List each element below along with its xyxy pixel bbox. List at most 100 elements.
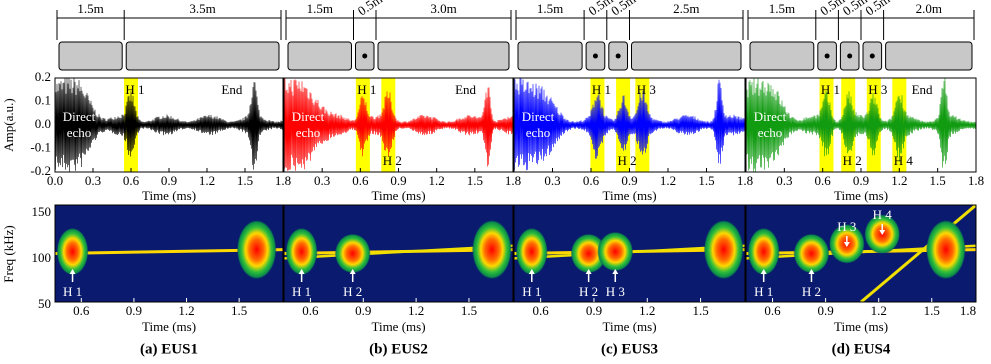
hole [847, 53, 853, 59]
y-tick-label: 0.2 [35, 69, 51, 84]
pipe-segment [377, 41, 510, 71]
spectro-label: H 4 [873, 207, 893, 222]
hole [592, 53, 598, 59]
arrow-head [69, 269, 76, 274]
wave-label: Direct [754, 109, 787, 124]
x-tick-label: 0.3 [544, 173, 560, 188]
pipe-segment [749, 41, 815, 71]
spectrogram [284, 205, 513, 302]
spectro-blob [471, 219, 512, 280]
segment-label: 1.5m [769, 1, 795, 16]
wave-label: echo [758, 125, 783, 140]
x-tick-label: 0.3 [85, 173, 101, 188]
y-axis-label: Freq (kHz) [1, 225, 16, 282]
spectro-label: H 1 [522, 284, 541, 299]
wave-label: Direct [292, 109, 325, 124]
wave-label: H 3 [868, 82, 887, 97]
y-tick-label: -0.1 [30, 139, 51, 154]
arrow-head [528, 269, 535, 274]
pipe-segment [125, 41, 280, 71]
y-tick-label: 0.0 [35, 116, 51, 131]
spectro-label: H 3 [606, 284, 625, 299]
y-tick-label: 0.1 [35, 92, 51, 107]
hole [869, 53, 875, 59]
wave-label: H 2 [843, 153, 862, 168]
y-tick-label: 100 [32, 250, 52, 265]
spectro-blob [747, 227, 780, 276]
x-tick-label: 0.9 [161, 173, 177, 188]
pipe-segment [58, 41, 123, 71]
waveform [745, 77, 977, 172]
spectro-blob [236, 219, 277, 280]
arrow-head [760, 269, 767, 274]
spectro-blob [285, 227, 318, 276]
spectro-blob [515, 227, 548, 276]
x-tick-label: 1.8 [968, 173, 984, 188]
x-tick-label: 1.2 [408, 303, 424, 318]
x-tick-label: 1.5 [467, 173, 483, 188]
x-tick-label: 1.5 [237, 173, 253, 188]
wave-label: H 1 [125, 82, 144, 97]
spectro-blob [334, 233, 371, 274]
pipe-segment [885, 41, 973, 71]
plot-frame [513, 204, 746, 303]
x-tick-label: 0.0 [47, 173, 63, 188]
caption: (d) EUS4 [832, 341, 891, 357]
x-tick-label: 1.2 [639, 303, 655, 318]
spectro-blob [925, 219, 966, 280]
x-tick-label: 0.6 [123, 173, 140, 188]
pipe-segment [631, 41, 742, 71]
y-tick-label: 150 [32, 204, 52, 219]
x-tick-label: 0.6 [533, 303, 550, 318]
segment-label: 3.0m [430, 1, 456, 16]
spectro-label: H 2 [802, 284, 821, 299]
wave-label: H 1 [592, 82, 611, 97]
hole [615, 53, 621, 59]
segment-label: 3.5m [189, 1, 215, 16]
hole [824, 53, 830, 59]
y-axis-label: Amp(a.u.) [1, 98, 16, 151]
spectro-label: H 1 [754, 284, 773, 299]
y-tick-label: -0.2 [30, 163, 51, 178]
x-tick-label: 1.5 [924, 303, 940, 318]
spectro-blob [793, 233, 830, 274]
plot-frame [54, 204, 284, 303]
x-tick-label: 1.8 [275, 173, 291, 188]
wave-label: End [221, 82, 242, 97]
arrow-head [349, 269, 356, 274]
x-tick-label: 0.6 [815, 173, 832, 188]
x-tick-label: 1.2 [891, 173, 907, 188]
caption: (b) EUS2 [369, 341, 428, 357]
x-axis-label: Time (ms) [371, 188, 425, 203]
spectrogram [55, 205, 283, 302]
x-tick-label: 0.6 [73, 303, 90, 318]
arrow-head [879, 230, 886, 235]
y-tick-label: 50 [38, 296, 51, 311]
wave-label: H 2 [618, 153, 637, 168]
wave-label: H 2 [383, 153, 402, 168]
segment-label: 2.0m [916, 1, 942, 16]
spectro-label: H 1 [292, 284, 311, 299]
spectro-blob [703, 219, 744, 280]
x-tick-label: 0.9 [586, 303, 602, 318]
x-tick-label: 1.5 [698, 173, 714, 188]
caption: (a) EUS1 [140, 341, 198, 357]
x-tick-label: 0.6 [764, 303, 781, 318]
wave-label: H 3 [637, 82, 656, 97]
spectro-blob [570, 233, 607, 274]
wave-label: H 1 [357, 82, 376, 97]
x-tick-label: 1.2 [429, 173, 445, 188]
arrow-head [808, 269, 815, 274]
arrow-head [843, 242, 850, 247]
x-tick-label: 1.8 [737, 173, 753, 188]
x-tick-label: 0.9 [817, 303, 833, 318]
x-tick-label: 1.5 [930, 173, 946, 188]
spectro-label: H 2 [343, 284, 362, 299]
x-tick-label: 1.2 [660, 173, 676, 188]
x-tick-label: 1.5 [692, 303, 708, 318]
x-tick-label: 0.6 [302, 303, 319, 318]
x-tick-label: 0.9 [853, 173, 869, 188]
plot-frame [745, 204, 977, 303]
segment-label: 0.5m [355, 0, 385, 18]
